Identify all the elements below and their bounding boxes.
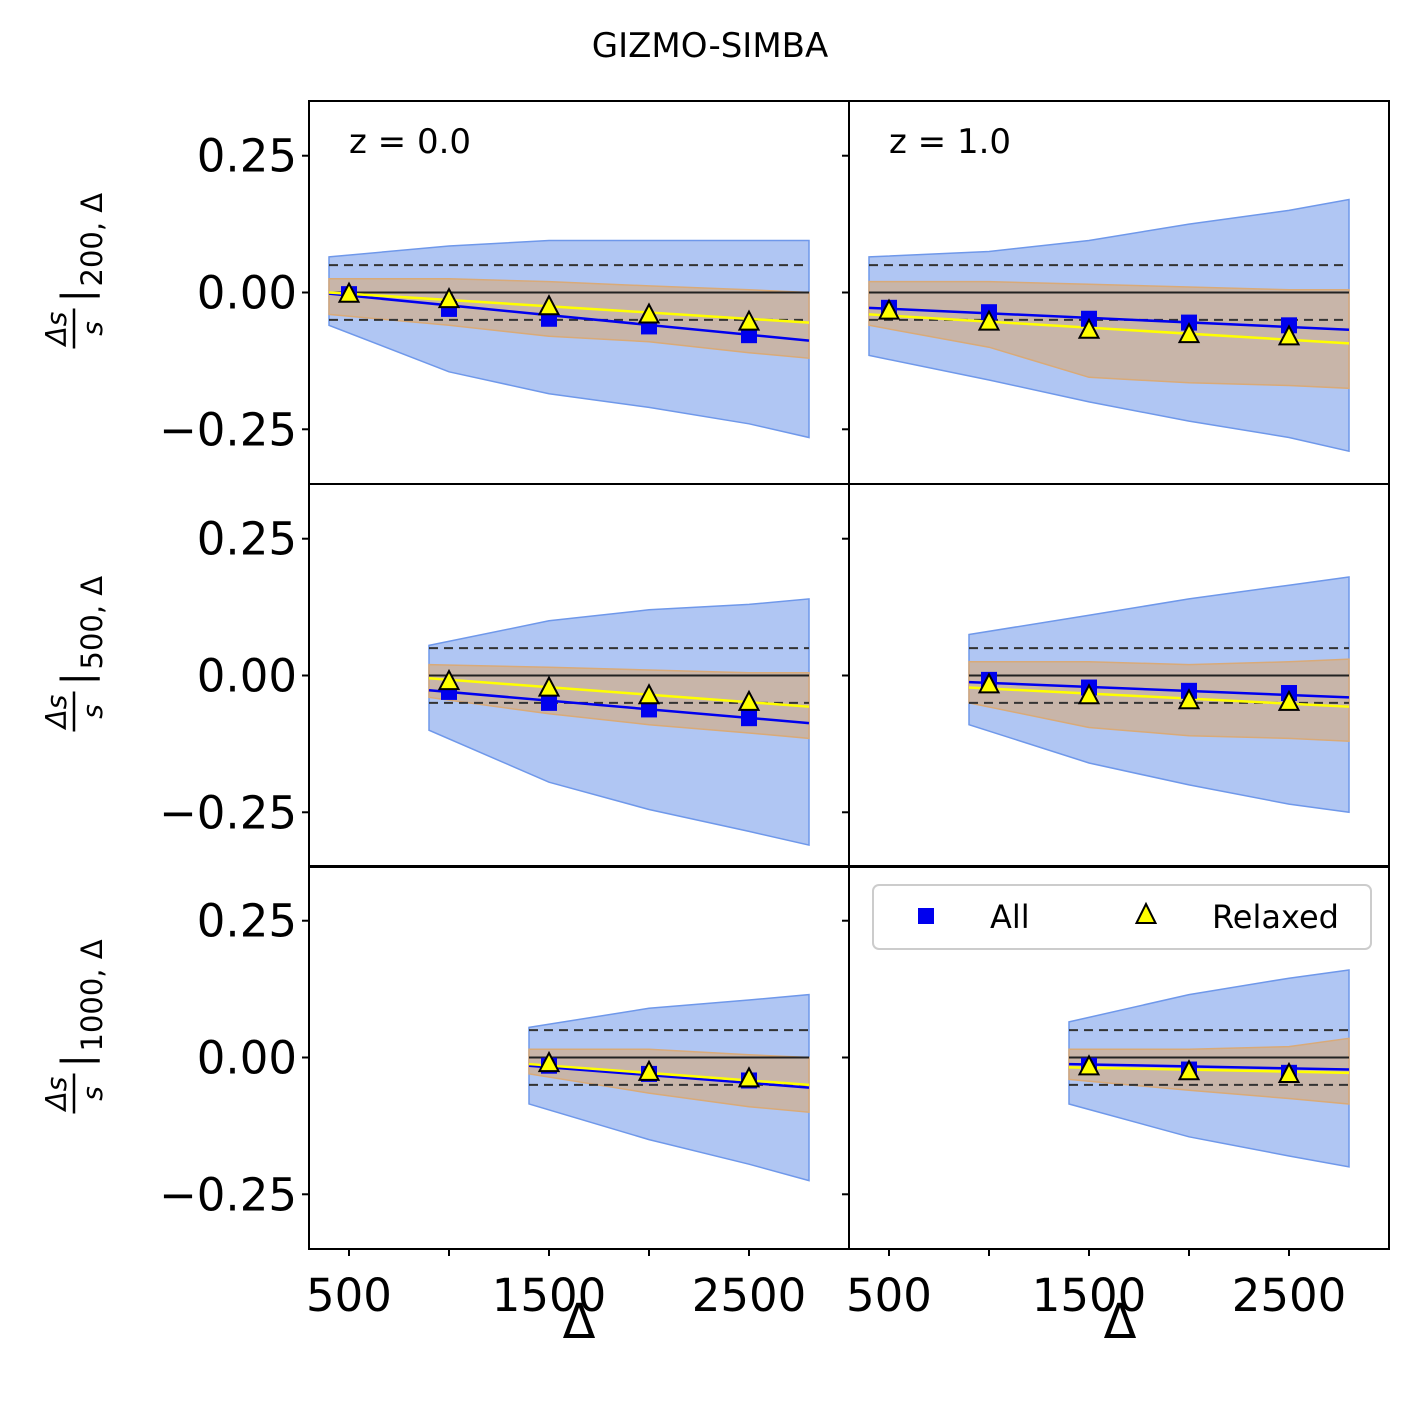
point-relaxed-r0c0-4: [737, 309, 761, 331]
ytick-label-r2c0-1: 0.00: [197, 1032, 297, 1085]
point-relaxed-r2c0-1: [637, 1059, 661, 1081]
ylabel-bar-0: |: [54, 289, 100, 302]
z-label-r0c1: z = 1.0: [889, 122, 1011, 162]
point-relaxed-r0c1-1: [977, 309, 1001, 331]
z-label-r0c0: z = 0.0: [349, 122, 471, 162]
point-relaxed-r2c1-2: [1277, 1061, 1301, 1084]
legend: All Relaxed: [872, 884, 1372, 950]
point-relaxed-r0c0-0: [337, 281, 361, 303]
ytick-label-r1c0-1: 0.00: [197, 650, 297, 703]
point-relaxed-r0c0-1: [437, 287, 461, 309]
xtick-label-r2c1-2: 2500: [1232, 1269, 1347, 1322]
ylabel-frac-num-1: Δs: [40, 695, 73, 731]
x-axis-label-left: Δ: [563, 1294, 596, 1350]
point-relaxed-r1c1-1: [1077, 683, 1101, 705]
point-relaxed-r0c1-2: [1077, 317, 1101, 339]
point-relaxed-r0c0-3: [637, 302, 661, 324]
ytick-label-r1c0-0: 0.25: [197, 513, 297, 566]
panel-r0c1: z = 1.0: [842, 100, 1390, 485]
point-relaxed-r1c0-3: [737, 689, 761, 711]
point-relaxed-r1c0-0: [437, 668, 461, 691]
xtick-label-r2c0-2: 2500: [692, 1269, 807, 1322]
fit-line-all-r0c0: [328, 292, 810, 342]
xtick-label-r2c1-0: 500: [846, 1269, 932, 1322]
fit-line-all-r2c1: [1068, 1062, 1350, 1071]
point-relaxed-r0c0-2: [537, 294, 561, 316]
ylabel-bar-1: |: [54, 672, 100, 685]
ylabel-frac-num-2: Δs: [40, 1077, 73, 1113]
xtick-label-r2c0-0: 500: [306, 1269, 392, 1322]
legend-marker-all: [918, 908, 934, 924]
ylabel-frac-den-2: s: [76, 1086, 109, 1101]
fit-line-relaxed-r0c1: [868, 313, 1350, 345]
point-relaxed-r1c0-2: [637, 683, 661, 705]
ylabel-frac-den-1: s: [76, 704, 109, 719]
point-relaxed-r1c1-0: [977, 672, 1001, 694]
panel-r1c1: [842, 483, 1390, 868]
legend-marker-relaxed: [1134, 901, 1158, 924]
xtick-label-r2c1-1: 1500: [1032, 1269, 1147, 1322]
point-all-r1c0-3: [741, 710, 757, 727]
ylabel-bar-2: |: [54, 1054, 100, 1067]
fit-line-relaxed-r2c0: [528, 1062, 810, 1087]
point-relaxed-r0c1-4: [1277, 324, 1301, 346]
band-relaxed-r1c1: [968, 658, 1350, 742]
figure-title: GIZMO-SIMBA: [592, 26, 829, 66]
legend-label-relaxed: Relaxed: [1212, 898, 1339, 936]
ytick-label-r0c0-2: −0.25: [159, 403, 297, 456]
plot-grid: 0.25 0.00 −0.25 z = 0.0 z = 1.0 0.25 0.00 −0.25…: [40, 100, 1390, 1322]
ylabel-sub-1: 500, Δ: [75, 576, 109, 670]
legend-frame: [872, 884, 1372, 950]
point-all-r1c0-1: [541, 694, 557, 711]
y-axis-label-row-2: Δs s | 1000, Δ: [40, 939, 109, 1114]
point-relaxed-r0c1-0: [877, 298, 901, 320]
panel-r0c0: 0.25 0.00 −0.25 z = 0.0: [159, 100, 850, 485]
point-relaxed-r2c0-2: [737, 1066, 761, 1088]
point-relaxed-r1c1-3: [1277, 689, 1301, 711]
panel-r2c1: 500 1500 2500: [842, 865, 1390, 1322]
point-all-r0c0-4: [741, 327, 757, 344]
ylabel-frac-den-0: s: [76, 321, 109, 336]
point-relaxed-r0c1-3: [1177, 322, 1201, 344]
point-relaxed-r2c1-0: [1077, 1054, 1101, 1076]
ylabel-sub-0: 200, Δ: [75, 193, 109, 287]
fit-line-relaxed-r0c0: [328, 291, 810, 324]
fit-line-relaxed-r2c1: [1068, 1066, 1350, 1075]
panel-r1c0: 0.25 0.00 −0.25: [159, 483, 850, 868]
point-relaxed-r1c0-1: [537, 675, 561, 697]
ytick-label-r0c0-1: 0.00: [197, 267, 297, 320]
legend-label-all: All: [990, 898, 1030, 936]
fit-line-all-r2c0: [528, 1064, 810, 1089]
ytick-label-r2c0-2: −0.25: [159, 1168, 297, 1221]
xtick-label-r2c0-1: 1500: [492, 1269, 607, 1322]
point-relaxed-r1c1-2: [1177, 688, 1201, 710]
ytick-label-r0c0-0: 0.25: [197, 130, 297, 183]
fit-line-all-r0c1: [868, 306, 1350, 331]
ytick-label-r1c0-2: −0.25: [159, 786, 297, 839]
x-axis-label-right: Δ: [1104, 1294, 1137, 1350]
ylabel-sub-2: 1000, Δ: [75, 939, 109, 1051]
ylabel-frac-num-0: Δs: [40, 312, 73, 348]
y-axis-label-row-1: Δs s | 500, Δ: [40, 576, 109, 732]
y-axis-label-row-0: Δs s | 200, Δ: [40, 193, 109, 349]
band-relaxed-r2c0: [528, 1048, 810, 1114]
band-relaxed-r0c1: [868, 280, 1350, 390]
ytick-label-r2c0-0: 0.25: [197, 895, 297, 948]
point-relaxed-r2c1-1: [1177, 1059, 1201, 1081]
point-relaxed-r2c0-0: [537, 1050, 561, 1073]
point-all-r1c0-2: [641, 701, 657, 718]
band-relaxed-r1c0: [428, 663, 810, 740]
